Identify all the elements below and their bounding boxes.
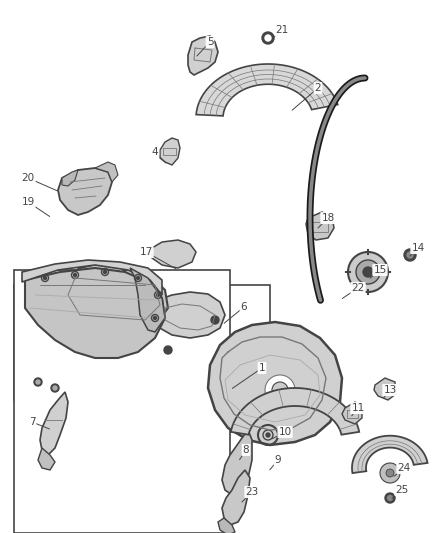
Circle shape [43,277,46,279]
Circle shape [348,252,388,292]
Bar [148,285,270,400]
Polygon shape [306,212,334,240]
Polygon shape [44,296,90,338]
Polygon shape [160,138,180,165]
Circle shape [36,380,40,384]
Circle shape [356,260,380,284]
Polygon shape [188,36,218,75]
Polygon shape [58,168,112,215]
Text: 19: 19 [21,197,35,207]
Circle shape [363,267,373,277]
Text: 6: 6 [241,302,247,312]
Circle shape [407,252,413,258]
Polygon shape [152,240,196,268]
Circle shape [156,294,159,296]
Bar [14,285,148,400]
Polygon shape [38,448,55,470]
Circle shape [155,295,161,301]
Polygon shape [95,162,118,182]
Circle shape [145,277,151,283]
Polygon shape [352,435,427,473]
Circle shape [87,269,93,275]
Polygon shape [342,402,362,424]
Circle shape [51,384,59,392]
Polygon shape [75,290,90,308]
Circle shape [262,32,274,44]
Text: 21: 21 [276,25,289,35]
Text: 1: 1 [259,363,265,373]
Text: 24: 24 [397,463,411,473]
Text: 22: 22 [351,283,364,293]
Circle shape [74,273,77,277]
Polygon shape [130,268,165,332]
Polygon shape [208,322,342,445]
Text: 5: 5 [207,37,213,47]
Text: 11: 11 [351,403,364,413]
Circle shape [122,265,128,271]
Text: 20: 20 [21,173,35,183]
Circle shape [385,493,395,503]
Polygon shape [152,292,225,338]
Polygon shape [222,430,252,495]
Text: 23: 23 [245,487,258,497]
Circle shape [380,463,400,483]
Text: 14: 14 [411,243,424,253]
Polygon shape [22,260,162,295]
Circle shape [153,317,156,319]
Polygon shape [218,518,235,533]
Polygon shape [196,64,338,116]
Text: 25: 25 [396,485,409,495]
Text: 7: 7 [28,417,35,427]
Text: 17: 17 [139,247,152,257]
Circle shape [137,277,139,279]
Polygon shape [50,302,68,320]
Text: 15: 15 [373,265,387,275]
Circle shape [164,346,172,354]
Polygon shape [25,268,165,358]
Text: 2: 2 [314,83,321,93]
Circle shape [103,271,106,273]
Polygon shape [40,392,68,455]
Circle shape [272,382,288,398]
Polygon shape [62,170,78,186]
Text: 4: 4 [152,147,158,157]
Circle shape [404,249,416,261]
Polygon shape [60,262,168,332]
Circle shape [388,496,392,500]
Circle shape [265,35,271,41]
Bar [14,270,230,533]
Polygon shape [231,388,359,435]
Circle shape [34,378,42,386]
Polygon shape [222,470,250,525]
Text: 13: 13 [383,385,397,395]
Text: 18: 18 [321,213,335,223]
Text: 10: 10 [279,427,292,437]
Polygon shape [374,378,396,400]
Circle shape [211,316,219,324]
Circle shape [266,433,270,437]
Text: 9: 9 [275,455,281,465]
Circle shape [265,375,295,405]
Text: 8: 8 [243,445,249,455]
Circle shape [53,386,57,390]
Circle shape [386,469,394,477]
